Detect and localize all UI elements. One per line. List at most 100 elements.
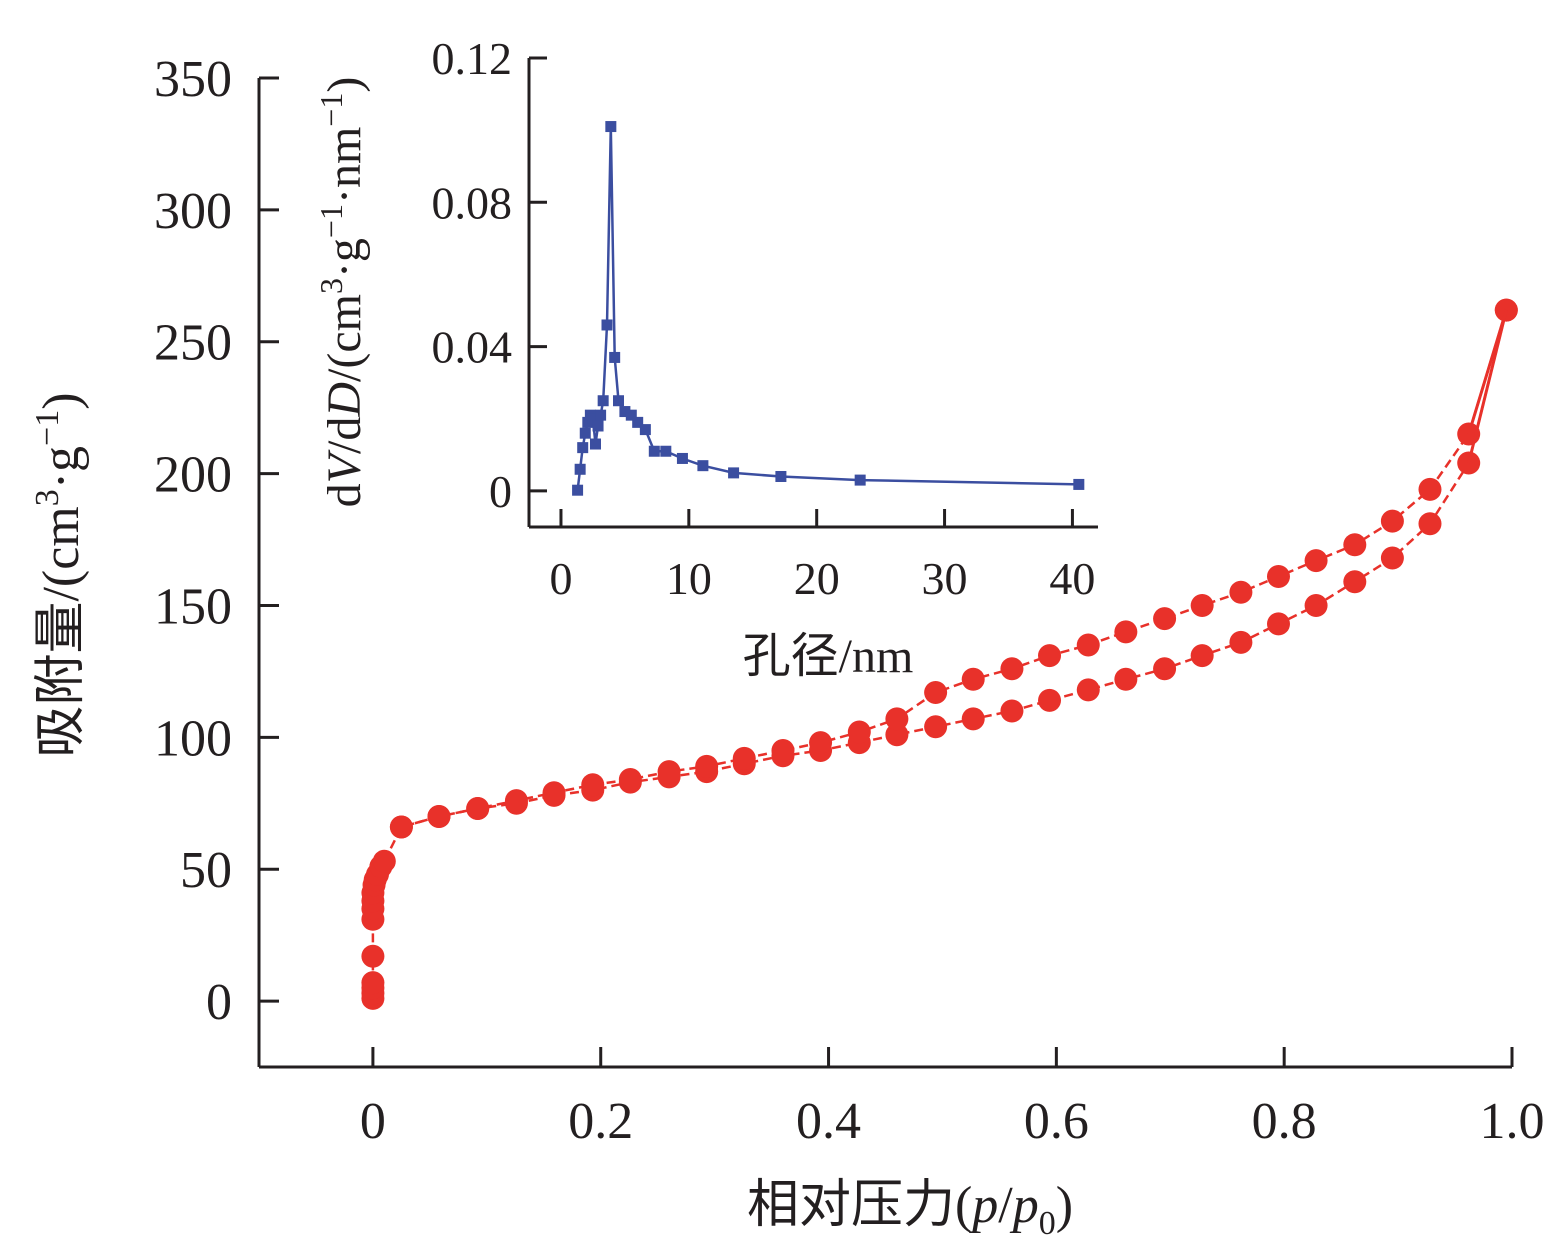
desorption-point <box>1418 477 1442 501</box>
inset-x-tick-label: 10 <box>666 553 712 604</box>
inset-x-axis-title: 孔径/nm <box>743 630 914 683</box>
desorption-point <box>1380 509 1404 533</box>
pore-size-point <box>697 460 709 472</box>
inset-y-tick-label: 0 <box>489 466 512 517</box>
main-y-ticks: 0 50 100 150 200 250 300 350 <box>154 51 279 1031</box>
pore-size-line <box>576 126 1079 491</box>
desorption-point <box>427 804 451 828</box>
inset-y-tick-label: 0.12 <box>432 33 513 84</box>
pore-size-point <box>676 452 688 464</box>
desorption-point <box>466 797 490 821</box>
main-y-tick-label: 50 <box>180 842 232 899</box>
inset-y-tick-label: 0.04 <box>432 322 513 373</box>
pore-size-point <box>574 463 586 475</box>
adsorption-point <box>361 971 385 995</box>
main-x-axis-title: 相对压力(p/p0) <box>747 1177 1073 1242</box>
desorption-point <box>618 768 642 792</box>
desorption-point <box>1153 607 1177 631</box>
pore-size-point <box>589 438 601 450</box>
inset-y-axis-title: dV/dD/(cm3·g−1·nm−1) <box>313 77 371 508</box>
inset-axes: 0 0.04 0.08 0.12 0 10 20 30 40 <box>432 33 1098 604</box>
pore-size-point <box>613 395 625 407</box>
pore-size-point <box>775 470 787 482</box>
inset-y-ticks: 0 0.04 0.08 0.12 <box>432 33 547 517</box>
pore-size-point <box>648 445 660 457</box>
main-x-tick-label: 0.4 <box>796 1093 861 1150</box>
pore-size-point <box>597 395 609 407</box>
adsorption-point <box>1266 612 1290 636</box>
pore-size-point <box>660 445 672 457</box>
main-y-tick-label: 350 <box>154 51 232 108</box>
desorption-point <box>542 781 566 805</box>
adsorption-point <box>372 849 396 873</box>
adsorption-point <box>924 715 948 739</box>
adsorption-point <box>1000 699 1024 723</box>
desorption-point <box>847 720 871 744</box>
desorption-point <box>389 815 413 839</box>
adsorption-point <box>1229 630 1253 654</box>
pore-size-point <box>595 409 607 421</box>
pore-size-point <box>619 406 631 418</box>
main-x-tick-label: 0.2 <box>568 1093 633 1150</box>
desorption-point <box>1000 657 1024 681</box>
pore-size-point <box>639 424 651 436</box>
inset-x-ticks: 0 10 20 30 40 <box>549 509 1095 604</box>
desorption-point <box>695 754 719 778</box>
desorption-point <box>1266 564 1290 588</box>
adsorption-point <box>961 707 985 731</box>
desorption-point <box>732 746 756 770</box>
desorption-point <box>961 667 985 691</box>
main-x-tick-label: 0.6 <box>1024 1093 1089 1150</box>
desorption-point <box>581 773 605 797</box>
inset-x-tick-label: 20 <box>794 553 840 604</box>
adsorption-point <box>1380 546 1404 570</box>
pore-size-point <box>854 474 866 486</box>
desorption-point <box>1304 549 1328 573</box>
inset-y-tick-label: 0.08 <box>432 177 513 228</box>
main-x-tick-label: 0 <box>360 1093 386 1150</box>
inset-x-tick-label: 40 <box>1049 553 1095 604</box>
adsorption-point <box>1038 688 1062 712</box>
pore-size-series-group <box>572 121 1085 496</box>
desorption-point <box>657 760 681 784</box>
adsorption-point <box>1114 667 1138 691</box>
pore-size-point <box>1073 478 1085 490</box>
desorption-tail-line <box>1467 309 1508 435</box>
pore-size-point <box>579 427 591 439</box>
adsorption-point <box>1153 657 1177 681</box>
adsorption-point <box>1343 570 1367 594</box>
adsorption-line <box>371 309 1508 999</box>
desorption-point <box>504 789 528 813</box>
isotherm-series-group <box>361 298 1518 1010</box>
adsorption-point <box>1190 644 1214 668</box>
pore-size-point <box>577 442 589 454</box>
inset-x-tick-label: 0 <box>549 553 572 604</box>
pore-size-point <box>632 416 644 428</box>
inset-x-tick-label: 30 <box>922 553 968 604</box>
pore-size-point <box>601 319 613 331</box>
adsorption-point <box>1076 678 1100 702</box>
main-x-tick-label: 1.0 <box>1480 1093 1545 1150</box>
adsorption-point <box>1304 593 1328 617</box>
desorption-point <box>924 680 948 704</box>
desorption-point <box>1038 644 1062 668</box>
desorption-point <box>1190 593 1214 617</box>
desorption-point <box>1343 533 1367 557</box>
main-y-tick-label: 100 <box>154 710 232 767</box>
main-y-tick-label: 300 <box>154 183 232 240</box>
adsorption-point <box>361 944 385 968</box>
pore-size-point <box>587 413 599 425</box>
adsorption-point <box>1418 512 1442 536</box>
pore-size-point <box>728 467 740 479</box>
pore-size-point <box>592 420 604 432</box>
desorption-point <box>1076 633 1100 657</box>
desorption-point <box>771 739 795 763</box>
main-x-tick-label: 0.8 <box>1252 1093 1317 1150</box>
desorption-point <box>885 707 909 731</box>
desorption-point <box>809 731 833 755</box>
desorption-point <box>1114 620 1138 644</box>
adsorption-point <box>885 723 909 747</box>
pore-size-point <box>609 351 621 363</box>
